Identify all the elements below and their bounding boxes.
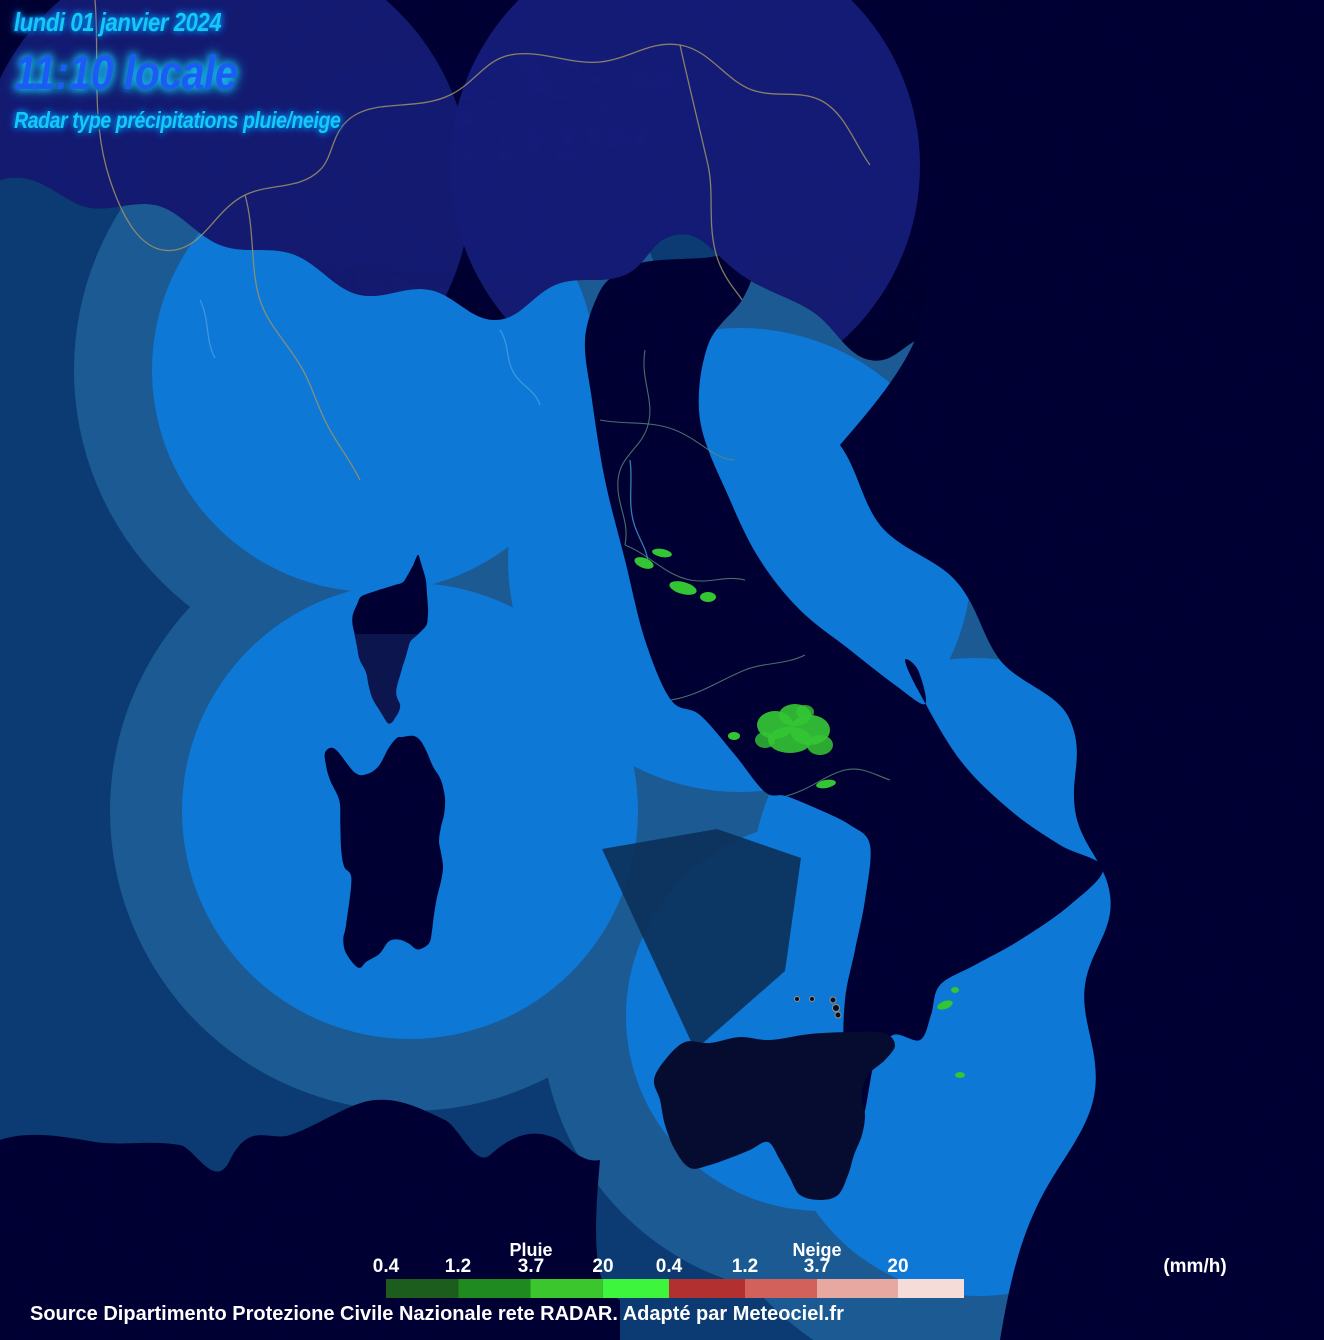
svg-text:Pluie: Pluie bbox=[509, 1240, 552, 1260]
svg-text:0.4: 0.4 bbox=[373, 1256, 400, 1277]
svg-text:20: 20 bbox=[592, 1256, 613, 1277]
svg-text:Neige: Neige bbox=[792, 1240, 841, 1260]
svg-text:20: 20 bbox=[887, 1256, 908, 1277]
svg-text:(mm/h): (mm/h) bbox=[1163, 1256, 1226, 1277]
svg-text:Source Dipartimento Protezione: Source Dipartimento Protezione Civile Na… bbox=[30, 1303, 844, 1325]
svg-text:1.2: 1.2 bbox=[445, 1256, 471, 1277]
svg-text:1.2: 1.2 bbox=[732, 1256, 758, 1277]
svg-text:0.4: 0.4 bbox=[656, 1256, 683, 1277]
